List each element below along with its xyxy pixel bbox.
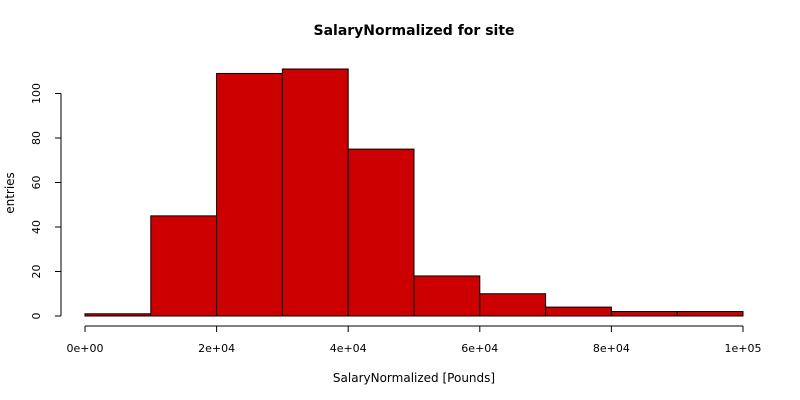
x-tick-label: 4e+04: [330, 342, 367, 355]
x-tick-label: 1e+05: [725, 342, 762, 355]
y-tick-label: 40: [30, 220, 43, 234]
histogram-bar: [150, 215, 218, 317]
histogram-bar: [676, 311, 744, 317]
histogram-bar: [347, 148, 415, 317]
chart-title: SalaryNormalized for site: [313, 23, 514, 39]
histogram-bar: [281, 68, 349, 317]
y-tick-label: 80: [30, 131, 43, 145]
y-tick-label: 20: [30, 264, 43, 278]
histogram-bar: [545, 306, 612, 317]
x-axis: 0e+00 2e+04 4e+04 6e+04 8e+04 1e+05: [67, 325, 762, 355]
x-tick-label: 0e+00: [67, 342, 104, 355]
y-tick-label: 0: [30, 313, 43, 320]
histogram-bar: [610, 311, 678, 317]
x-axis-label: SalaryNormalized [Pounds]: [333, 371, 495, 385]
y-tick-label: 60: [30, 175, 43, 189]
histogram-bar: [216, 72, 283, 317]
x-tick-label: 6e+04: [461, 342, 498, 355]
y-tick-label: 100: [30, 83, 43, 104]
x-tick-label: 8e+04: [593, 342, 630, 355]
y-axis-label: entries: [3, 172, 17, 214]
y-axis: 0 20 40 60 80 100: [30, 83, 62, 320]
histogram-bar: [413, 275, 481, 317]
histogram-bars: [84, 68, 744, 317]
x-tick-label: 2e+04: [198, 342, 235, 355]
histogram-bar: [84, 313, 152, 317]
histogram-bar: [479, 293, 547, 317]
